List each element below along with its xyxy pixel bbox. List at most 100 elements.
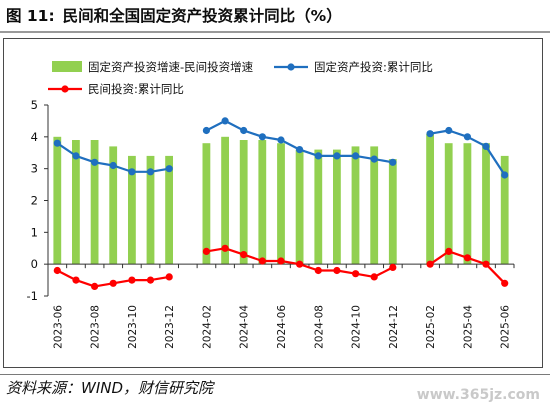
- legend-item: 固定资产投资增速-民间投资增速: [52, 60, 254, 74]
- data-point: [165, 273, 173, 281]
- bar: [221, 136, 229, 265]
- x-tick-label: 2025-04: [462, 305, 474, 349]
- y-tick-label: 5: [31, 98, 38, 112]
- data-point: [258, 257, 266, 265]
- data-point: [370, 155, 378, 163]
- y-tick-label: 3: [31, 162, 38, 176]
- legend-item: 固定资产投资:累计同比: [274, 60, 433, 74]
- line-series: [53, 117, 509, 179]
- data-point: [482, 142, 490, 150]
- data-point: [370, 273, 378, 281]
- data-point: [445, 126, 453, 135]
- bar: [90, 140, 99, 265]
- data-point: [352, 152, 360, 160]
- data-point: [352, 270, 360, 278]
- data-point: [165, 165, 173, 173]
- data-point: [72, 152, 80, 160]
- figure-number: 图 11:: [6, 7, 55, 25]
- data-point: [202, 247, 210, 255]
- bar: [351, 146, 360, 265]
- data-point: [333, 152, 341, 160]
- bar: [277, 143, 285, 265]
- x-tick-label: 2024-10: [351, 305, 363, 349]
- x-tick-label: 2023-12: [164, 305, 176, 349]
- y-tick-label: 0: [31, 257, 38, 271]
- legend-swatch: [52, 61, 82, 72]
- x-tick-label: 2024-08: [313, 305, 325, 349]
- bar: [314, 149, 323, 265]
- data-point: [314, 266, 322, 275]
- y-tick-label: -1: [27, 289, 38, 303]
- bar: [202, 143, 211, 265]
- data-point: [53, 139, 61, 147]
- data-point: [482, 260, 490, 268]
- legend-label: 固定资产投资增速-民间投资增速: [88, 60, 254, 74]
- bar: [444, 143, 453, 265]
- data-point: [463, 254, 471, 262]
- x-tick-label: 2023-10: [127, 305, 139, 349]
- bar: [500, 155, 509, 265]
- bar: [146, 155, 155, 265]
- data-point: [463, 133, 471, 141]
- bar: [53, 136, 62, 265]
- x-tick-label: 2024-04: [239, 305, 251, 349]
- legend-label: 固定资产投资:累计同比: [314, 60, 433, 74]
- data-point: [333, 266, 341, 275]
- figure-title: 图 11: 民间和全国固定资产投资累计同比（%）: [6, 4, 342, 28]
- x-tick-label: 2023-08: [90, 305, 102, 349]
- data-point: [221, 117, 229, 125]
- data-point: [389, 158, 397, 166]
- x-tick-label: 2025-02: [425, 305, 437, 349]
- data-point: [91, 282, 99, 290]
- data-point: [72, 276, 80, 284]
- data-point: [501, 171, 509, 179]
- bar: [239, 140, 248, 265]
- chart-frame: [3, 38, 543, 368]
- data-point: [128, 168, 136, 176]
- figure-title-text: 民间和全国固定资产投资累计同比（%）: [62, 7, 342, 25]
- data-point: [109, 279, 117, 287]
- data-point: [277, 136, 285, 144]
- data-point: [389, 263, 397, 271]
- x-tick-label: 2024-12: [388, 305, 400, 349]
- bar-series: [53, 133, 509, 265]
- data-point: [426, 260, 434, 268]
- data-point: [128, 276, 136, 284]
- data-point: [296, 146, 304, 154]
- data-point: [240, 126, 248, 135]
- y-tick-label: 4: [31, 130, 38, 144]
- bar: [370, 146, 379, 265]
- data-point: [258, 133, 266, 141]
- data-point: [296, 260, 304, 268]
- data-point: [91, 158, 99, 166]
- data-point: [277, 257, 285, 265]
- data-point: [146, 276, 155, 284]
- bar: [333, 149, 341, 265]
- bar: [295, 149, 304, 265]
- legend-item: 民间投资:累计同比: [48, 82, 184, 96]
- data-point: [53, 266, 61, 275]
- data-point: [109, 161, 117, 170]
- bar: [388, 159, 397, 265]
- bar: [426, 133, 434, 265]
- data-point: [426, 130, 434, 138]
- data-point: [202, 126, 210, 135]
- line-series: [53, 244, 509, 290]
- bar: [128, 155, 136, 265]
- y-tick-label: 1: [31, 225, 38, 239]
- watermark: www.365jz.com: [416, 387, 540, 403]
- x-tick-label: 2023-06: [52, 305, 64, 349]
- data-point: [445, 247, 453, 255]
- legend-label: 民间投资:累计同比: [88, 82, 184, 96]
- bar: [482, 143, 490, 265]
- bar: [463, 143, 472, 265]
- source-note: 资料来源：WIND，财信研究院: [6, 379, 214, 397]
- data-point: [501, 279, 509, 287]
- source-divider: [0, 374, 550, 375]
- data-point: [240, 251, 248, 259]
- x-tick-label: 2024-02: [201, 305, 213, 349]
- bar: [72, 140, 80, 265]
- legend-marker: [61, 85, 69, 93]
